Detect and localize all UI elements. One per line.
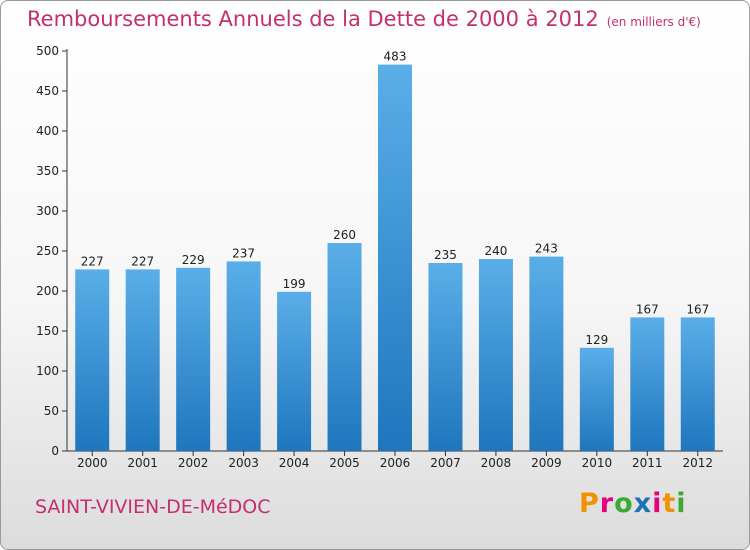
bar-2006 (378, 64, 412, 451)
y-tick-label: 200 (36, 284, 59, 298)
bar-value-label: 240 (484, 244, 507, 258)
y-tick-label: 450 (36, 84, 59, 98)
logo-letter: o (614, 488, 634, 519)
bar-2007 (428, 263, 463, 451)
x-tick-label: 2004 (279, 456, 310, 470)
bar-2008 (478, 259, 513, 451)
chart-unit: (en milliers d'€) (606, 15, 701, 29)
x-tick-label: 2009 (531, 456, 562, 470)
y-tick-label: 300 (36, 204, 59, 218)
bar-2001 (125, 269, 160, 451)
bar-value-label: 227 (81, 254, 104, 268)
bar-value-label: 227 (131, 254, 154, 268)
bar-value-label: 260 (333, 228, 356, 242)
bar-2004 (277, 291, 312, 451)
commune-name: SAINT-VIVIEN-DE-MéDOC (35, 496, 271, 518)
x-tick-label: 2010 (582, 456, 613, 470)
x-tick-label: 2000 (77, 456, 108, 470)
x-tick-label: 2001 (127, 456, 158, 470)
bar-2012 (680, 317, 715, 451)
bar-2002 (176, 267, 211, 451)
y-tick-label: 350 (36, 164, 59, 178)
bar-value-label: 199 (283, 277, 306, 291)
y-tick-label: 100 (36, 364, 59, 378)
bar-value-label: 235 (434, 248, 457, 262)
bar-2000 (75, 269, 110, 451)
y-tick-label: 250 (36, 244, 59, 258)
x-tick-label: 2006 (380, 456, 411, 470)
x-tick-label: 2008 (481, 456, 512, 470)
logo-letter: i (676, 488, 687, 519)
y-tick-label: 0 (51, 444, 59, 458)
x-tick-label: 2005 (329, 456, 360, 470)
logo-letter: x (633, 488, 653, 519)
bar-2003 (226, 261, 261, 451)
bar-value-label: 483 (384, 50, 407, 64)
bar-value-label: 167 (636, 302, 659, 316)
bar-2010 (579, 347, 614, 451)
y-tick-label: 150 (36, 324, 59, 338)
y-tick-label: 500 (36, 44, 59, 58)
y-tick-label: 50 (44, 404, 59, 418)
logo-letter: t (662, 488, 677, 519)
bar-2011 (630, 317, 665, 451)
x-tick-label: 2007 (430, 456, 461, 470)
proxiti-logo: Proxiti (579, 488, 687, 519)
x-tick-label: 2003 (228, 456, 259, 470)
x-tick-label: 2002 (178, 456, 209, 470)
bar-value-label: 129 (585, 333, 608, 347)
bar-value-label: 229 (182, 253, 205, 267)
bar-value-label: 237 (232, 246, 255, 260)
logo-letter: r (599, 488, 615, 519)
bar-2005 (327, 243, 362, 451)
x-tick-label: 2012 (682, 456, 713, 470)
logo-letter: i (652, 488, 663, 519)
logo-letter: P (579, 488, 600, 519)
bar-value-label: 243 (535, 242, 558, 256)
bar-chart: 0 50 100 150 200 250 300 350 400 450 500 227 2000 227… (36, 44, 723, 470)
x-tick-label: 2011 (632, 456, 663, 470)
bar-value-label: 167 (686, 302, 709, 316)
bar-2009 (529, 256, 564, 451)
chart-title-text: Remboursements Annuels de la Dette de 20… (27, 7, 599, 31)
y-tick-label: 400 (36, 124, 59, 138)
chart-title: Remboursements Annuels de la Dette de 20… (27, 7, 701, 31)
